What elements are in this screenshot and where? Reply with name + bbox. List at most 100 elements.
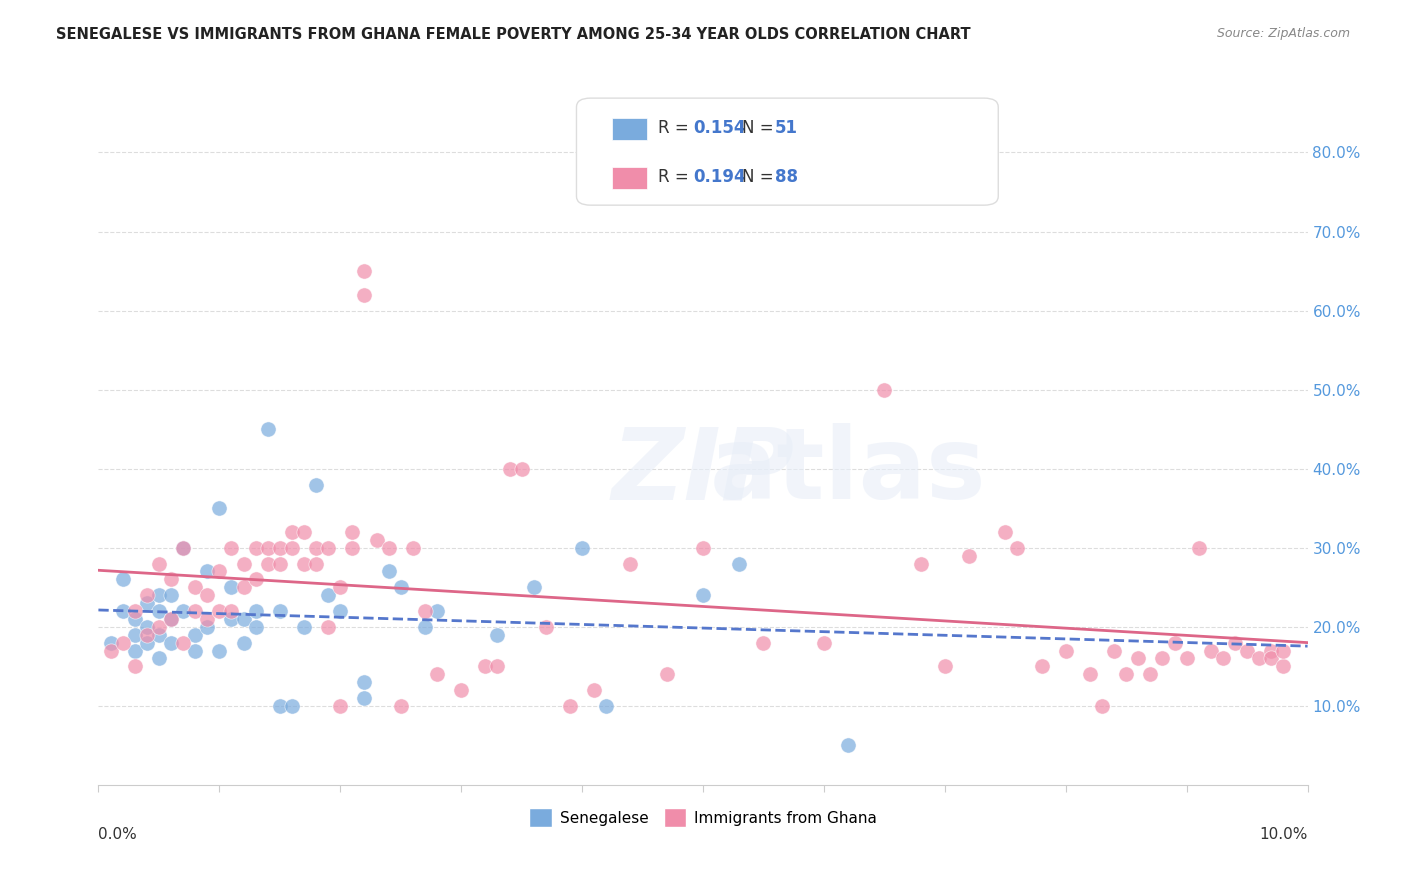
Point xyxy=(353,287,375,301)
Point xyxy=(1272,659,1295,673)
Point xyxy=(208,604,231,618)
Point xyxy=(135,635,157,649)
Point xyxy=(135,588,157,602)
Point xyxy=(221,541,243,555)
Point xyxy=(377,565,399,579)
Text: 10.0%: 10.0% xyxy=(1260,827,1308,842)
Point xyxy=(111,573,134,587)
Point xyxy=(232,557,254,571)
Point xyxy=(342,524,364,539)
Point xyxy=(752,635,775,649)
Point xyxy=(148,628,170,642)
Point xyxy=(305,477,328,491)
Point xyxy=(402,541,425,555)
Point xyxy=(245,604,267,618)
Point xyxy=(184,604,207,618)
Point xyxy=(413,620,436,634)
Point xyxy=(510,461,533,475)
Point xyxy=(558,698,581,713)
Point xyxy=(366,533,388,547)
Point xyxy=(124,659,146,673)
Point xyxy=(195,565,218,579)
Point xyxy=(281,524,304,539)
Point xyxy=(1188,541,1211,555)
Point xyxy=(1199,643,1222,657)
Point xyxy=(160,612,183,626)
Point xyxy=(195,612,218,626)
Point xyxy=(292,557,315,571)
Point xyxy=(692,541,714,555)
Point xyxy=(1152,651,1174,665)
Point xyxy=(100,635,122,649)
Text: N =: N = xyxy=(742,168,779,186)
Text: N =: N = xyxy=(742,119,779,136)
Point xyxy=(1078,667,1101,681)
Point xyxy=(281,541,304,555)
Point xyxy=(1236,643,1258,657)
Point xyxy=(353,675,375,690)
Point xyxy=(100,643,122,657)
Point xyxy=(124,604,146,618)
Point xyxy=(1223,635,1246,649)
Point xyxy=(269,698,291,713)
Point xyxy=(148,557,170,571)
Point xyxy=(208,565,231,579)
Point xyxy=(148,651,170,665)
Point xyxy=(837,739,859,753)
Point xyxy=(571,541,593,555)
Point xyxy=(1249,651,1271,665)
Point xyxy=(184,643,207,657)
Point xyxy=(389,580,412,594)
Point xyxy=(910,557,932,571)
Point xyxy=(1102,643,1125,657)
Point xyxy=(124,643,146,657)
Point xyxy=(413,604,436,618)
Point xyxy=(353,264,375,278)
Text: R =: R = xyxy=(658,119,695,136)
Point xyxy=(281,698,304,713)
Point xyxy=(111,635,134,649)
Point xyxy=(160,573,183,587)
Point xyxy=(377,541,399,555)
Text: ZIP: ZIP xyxy=(612,424,794,520)
Point xyxy=(1007,541,1029,555)
Point xyxy=(426,604,449,618)
Point xyxy=(256,557,278,571)
Point xyxy=(148,588,170,602)
Point xyxy=(269,557,291,571)
Point xyxy=(342,541,364,555)
Point xyxy=(1139,667,1161,681)
Point xyxy=(474,659,496,673)
Point xyxy=(221,612,243,626)
Point xyxy=(1115,667,1137,681)
Point xyxy=(208,501,231,516)
Point xyxy=(160,635,183,649)
Point xyxy=(245,541,267,555)
Text: atlas: atlas xyxy=(710,424,987,520)
Point xyxy=(595,698,617,713)
Point xyxy=(221,604,243,618)
Point xyxy=(389,698,412,713)
Point xyxy=(316,588,339,602)
Point xyxy=(124,628,146,642)
Point xyxy=(329,604,352,618)
Point xyxy=(655,667,678,681)
Point xyxy=(256,422,278,436)
Point xyxy=(619,557,641,571)
Point xyxy=(135,628,157,642)
Point xyxy=(245,620,267,634)
Point xyxy=(135,620,157,634)
Legend: Senegalese, Immigrants from Ghana: Senegalese, Immigrants from Ghana xyxy=(523,802,883,833)
Point xyxy=(329,698,352,713)
Point xyxy=(256,541,278,555)
Text: SENEGALESE VS IMMIGRANTS FROM GHANA FEMALE POVERTY AMONG 25-34 YEAR OLDS CORRELA: SENEGALESE VS IMMIGRANTS FROM GHANA FEMA… xyxy=(56,27,972,42)
Text: 0.0%: 0.0% xyxy=(98,827,138,842)
Point xyxy=(232,612,254,626)
Point xyxy=(135,596,157,610)
Point xyxy=(329,580,352,594)
Point xyxy=(172,541,194,555)
Point xyxy=(172,604,194,618)
Point xyxy=(583,683,606,698)
Point xyxy=(172,541,194,555)
Point xyxy=(232,635,254,649)
